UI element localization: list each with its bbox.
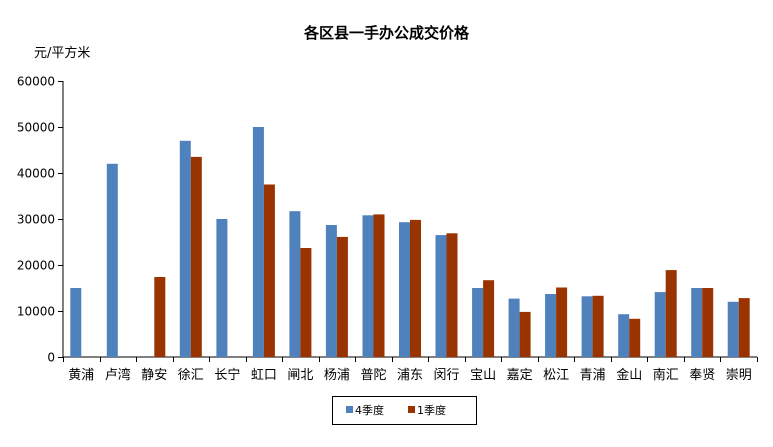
x-tick-label: 松江 (543, 368, 569, 383)
legend-label-q4: 4季度 (355, 403, 384, 417)
bar-q4-16 (654, 292, 666, 357)
chart-title: 各区县一手办公成交价格 (303, 24, 469, 42)
bar-q4-10 (435, 235, 447, 357)
x-tick-label: 嘉定 (507, 368, 533, 383)
x-tick-label: 青浦 (580, 368, 606, 383)
y-tick-label: 40000 (17, 167, 55, 181)
y-tick-label: 30000 (17, 213, 55, 227)
bar-q4-0 (70, 288, 82, 357)
bar-q1-5 (263, 184, 275, 357)
x-tick-label: 闸北 (287, 368, 313, 383)
x-tick-label: 南汇 (653, 367, 679, 383)
legend-swatch-q1 (408, 406, 415, 413)
bar-q1-11 (483, 280, 495, 357)
x-tick-label: 黄浦 (68, 368, 94, 383)
legend-swatch-q4 (346, 406, 353, 413)
x-tick-label: 卢湾 (105, 367, 131, 383)
bar-q1-6 (300, 248, 312, 357)
bar-q1-2 (154, 277, 166, 357)
x-tick-label: 崇明 (726, 368, 752, 383)
bar-q4-14 (581, 296, 593, 357)
y-tick-label: 0 (47, 351, 55, 365)
bar-q1-14 (592, 295, 604, 357)
bar-q4-13 (545, 294, 557, 357)
bar-q1-8 (373, 214, 385, 357)
bar-q4-3 (179, 140, 191, 357)
bar-q1-16 (665, 270, 677, 357)
bar-q4-17 (691, 288, 703, 357)
bar-q1-3 (190, 156, 202, 357)
bar-q4-18 (727, 301, 739, 357)
x-tick-label: 虹口 (251, 368, 277, 383)
bar-q4-12 (508, 298, 520, 357)
bar-q1-7 (336, 236, 348, 357)
bar-q4-15 (618, 314, 630, 357)
bar-q4-5 (252, 127, 264, 357)
x-tick-label: 静安 (141, 368, 167, 383)
x-tick-label: 金山 (616, 367, 642, 383)
y-tick-label: 60000 (17, 75, 55, 89)
bar-q1-12 (519, 311, 531, 357)
x-tick-label: 普陀 (360, 367, 386, 383)
x-tick-label: 长宁 (214, 367, 240, 383)
bar-q1-9 (410, 219, 421, 357)
x-tick-label: 宝山 (470, 368, 496, 383)
bar-q1-15 (629, 318, 641, 357)
bar-q4-7 (325, 225, 337, 357)
x-tick-label: 徐汇 (178, 368, 204, 383)
legend-label-q1: 1季度 (417, 403, 446, 417)
bar-q4-6 (289, 211, 301, 357)
y-tick-label: 10000 (17, 305, 55, 319)
bar-q1-10 (446, 233, 458, 357)
bar-q4-9 (399, 222, 410, 357)
x-tick-label: 奉贤 (689, 368, 715, 383)
y-axis-unit-label: 元/平方米 (34, 46, 91, 61)
bar-q4-11 (472, 288, 484, 357)
x-tick-label: 杨浦 (324, 368, 350, 383)
legend-box (332, 396, 477, 425)
y-tick-label: 50000 (17, 121, 55, 135)
bar-q4-4 (216, 219, 228, 357)
bar-q4-1 (106, 163, 118, 357)
bar-q4-8 (362, 215, 374, 357)
bar-q1-17 (702, 288, 714, 357)
bar-q1-18 (738, 298, 750, 357)
y-tick-label: 20000 (17, 259, 55, 273)
x-tick-label: 浦东 (397, 368, 423, 383)
x-tick-label: 闵行 (433, 368, 459, 383)
bar-q1-13 (556, 287, 568, 357)
